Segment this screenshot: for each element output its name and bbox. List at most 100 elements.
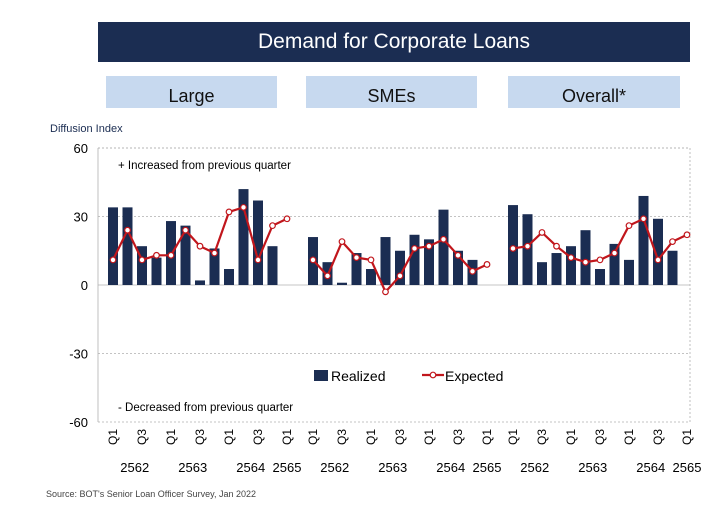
point-expected [338, 238, 346, 246]
x-tick-label: Q1 [222, 429, 236, 445]
year-label: 2563 [578, 460, 607, 475]
point-expected [469, 267, 476, 275]
point-expected [669, 238, 676, 246]
year-label: 2562 [320, 460, 349, 475]
bar-realized [267, 246, 278, 285]
point-expected [196, 242, 204, 250]
year-label: 2564 [636, 460, 665, 475]
point-expected [440, 235, 447, 243]
x-tick-label: Q3 [535, 429, 549, 445]
point-expected [254, 256, 262, 264]
point-expected [425, 242, 433, 250]
bar-realized [609, 243, 620, 285]
y-tick-label: 0 [81, 278, 88, 293]
year-label: 2562 [520, 460, 549, 475]
x-tick-label: Q3 [335, 429, 349, 445]
x-tick-label: Q1 [506, 429, 520, 445]
panel-label-large: Large [106, 76, 277, 108]
x-tick-label: Q3 [451, 429, 465, 445]
bar-realized [424, 239, 434, 285]
point-expected [153, 251, 160, 259]
point-expected [683, 231, 691, 239]
bar-realized [667, 250, 678, 285]
point-expected [309, 256, 317, 264]
y-axis-label: Diffusion Index [50, 123, 123, 135]
bar-realized [638, 195, 649, 285]
point-expected [596, 256, 604, 264]
bar-realized [195, 280, 205, 285]
point-expected [382, 288, 389, 296]
legend-label-realized: Realized [331, 368, 385, 384]
point-expected [211, 249, 218, 257]
bar-realized [438, 209, 449, 285]
x-tick-label: Q1 [106, 429, 120, 445]
bar-realized [522, 214, 533, 285]
point-expected [167, 251, 175, 259]
y-tick-label: -60 [69, 415, 88, 430]
y-tick-label: -30 [69, 347, 88, 362]
bar-realized [380, 237, 391, 285]
point-expected [483, 261, 491, 268]
x-tick-label: Q1 [280, 429, 294, 445]
y-tick-label: 30 [74, 210, 88, 225]
source-note: Source: BOT's Senior Loan Officer Survey… [46, 489, 256, 499]
x-tick-label: Q1 [622, 429, 636, 445]
y-tick-label: 60 [74, 141, 88, 156]
bar-realized [508, 205, 518, 285]
bar-realized [224, 269, 234, 285]
year-label: 2563 [178, 460, 207, 475]
legend-label-expected: Expected [445, 368, 503, 384]
point-expected [538, 229, 546, 236]
point-expected [625, 222, 633, 230]
point-expected [411, 245, 418, 252]
legend-swatch-realized [314, 370, 328, 381]
point-expected [567, 254, 575, 262]
year-label: 2565 [473, 460, 502, 475]
bar-realized [453, 250, 463, 285]
point-expected [124, 226, 131, 234]
bar-realized [551, 253, 562, 285]
point-expected [240, 203, 247, 211]
x-tick-label: Q3 [393, 429, 407, 445]
year-label: 2565 [273, 460, 302, 475]
bar-realized [409, 234, 420, 285]
x-tick-label: Q3 [135, 429, 149, 445]
bar-realized [580, 230, 591, 285]
point-expected [509, 245, 517, 252]
point-expected [283, 215, 291, 223]
point-expected [611, 249, 618, 257]
bar-realized [566, 246, 576, 285]
x-tick-label: Q1 [164, 429, 178, 445]
point-expected [182, 226, 189, 234]
x-tick-label: Q1 [564, 429, 578, 445]
bar-realized [180, 225, 191, 285]
bar-realized [537, 262, 547, 285]
x-tick-label: Q1 [680, 429, 694, 445]
x-tick-label: Q3 [193, 429, 207, 445]
bar-realized [595, 269, 605, 285]
bar-realized [351, 253, 362, 285]
point-expected [353, 254, 360, 262]
bar-realized [366, 269, 376, 285]
point-expected [269, 222, 276, 230]
panel-label-overall: Overall* [508, 76, 680, 108]
point-expected [109, 256, 117, 264]
x-tick-label: Q1 [364, 429, 378, 445]
annotation-decrease: - Decreased from previous quarter [118, 402, 293, 414]
year-label: 2564 [236, 460, 265, 475]
point-expected [396, 272, 404, 280]
bar-realized [624, 259, 634, 285]
x-tick-label: Q3 [651, 429, 665, 445]
x-tick-label: Q1 [480, 429, 494, 445]
point-expected [553, 242, 560, 250]
point-expected [454, 251, 462, 259]
point-expected [524, 242, 531, 250]
annotation-increase: + Increased from previous quarter [118, 160, 291, 172]
bar-realized [337, 282, 347, 285]
bar-realized [137, 246, 147, 285]
point-expected [640, 215, 647, 223]
point-expected [138, 256, 146, 264]
legend-swatch-expected-marker [429, 371, 437, 379]
bar-realized [238, 189, 249, 285]
